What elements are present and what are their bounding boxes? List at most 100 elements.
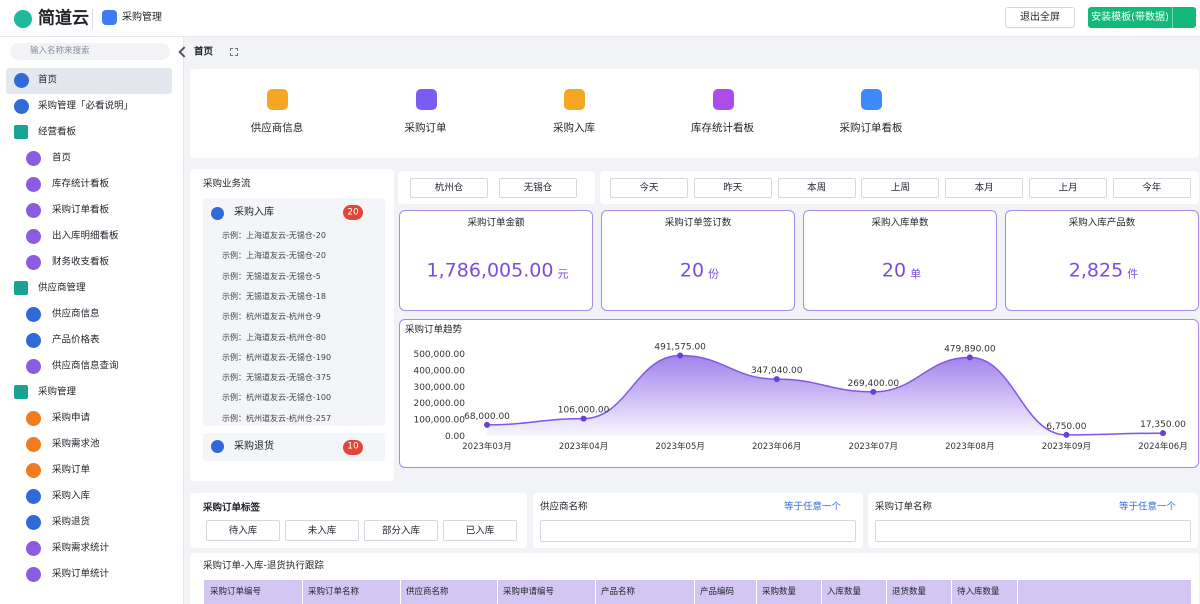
- filter-button[interactable]: [410, 178, 488, 198]
- tag-label[interactable]: 未入库: [307, 525, 337, 537]
- flow-record[interactable]: 示例：杭州道友云-杭州仓-257: [222, 413, 332, 423]
- exit-button[interactable]: [1005, 7, 1075, 28]
- menu-item[interactable]: 采购管理「必看说明」: [38, 100, 134, 112]
- menu-item[interactable]: 采购订单: [52, 464, 91, 476]
- column-divider: [497, 580, 498, 604]
- search-placeholder[interactable]: 输入名称来搜索: [30, 45, 90, 56]
- flow-record[interactable]: 示例：杭州道友云-无锡仓-100: [222, 393, 332, 403]
- flow-step: [203, 198, 385, 426]
- field-operator[interactable]: 等于任意一个: [783, 501, 841, 513]
- column-header[interactable]: 入库数量: [827, 586, 862, 597]
- shortcut-card: [190, 69, 1199, 158]
- step-label[interactable]: 采购入库: [234, 207, 274, 218]
- menu-item[interactable]: 库存统计看板: [52, 178, 110, 190]
- menu-item[interactable]: 出入库明细看板: [52, 230, 119, 242]
- filter-label[interactable]: 本月: [974, 182, 994, 194]
- field-operator[interactable]: 等于任意一个: [1118, 501, 1176, 513]
- column-header[interactable]: 采购申请编号: [503, 586, 555, 597]
- column-header[interactable]: 退货数量: [892, 586, 927, 597]
- filter-label[interactable]: 上月: [1058, 182, 1078, 194]
- filter-button[interactable]: [1029, 178, 1107, 198]
- shortcut-label[interactable]: 供应商信息: [250, 121, 304, 134]
- filter-button[interactable]: [861, 178, 940, 198]
- filter-button[interactable]: [693, 178, 772, 198]
- flow-record[interactable]: 示例：上海道友云-无锡仓-20: [222, 231, 326, 240]
- column-header[interactable]: 产品名称: [601, 586, 636, 597]
- menu-item[interactable]: 首页: [52, 152, 72, 164]
- tag-label[interactable]: 已入库: [465, 525, 495, 537]
- search-box[interactable]: [10, 43, 170, 60]
- tag-button[interactable]: [285, 520, 359, 541]
- step-count: 20: [347, 207, 359, 218]
- filter-button[interactable]: [777, 178, 856, 198]
- filter-button[interactable]: [610, 178, 688, 198]
- filter-label[interactable]: 无锡仓: [523, 182, 553, 194]
- column-header[interactable]: 供应商名称: [406, 586, 449, 597]
- shortcut-label[interactable]: 采购入库: [553, 121, 595, 134]
- filter-label[interactable]: 杭州仓: [434, 182, 464, 194]
- filter-label[interactable]: 本周: [807, 182, 827, 194]
- tag-title: 采购订单标签: [203, 502, 261, 514]
- menu-item[interactable]: 供应商信息查询: [52, 360, 119, 372]
- menu-item[interactable]: 产品价格表: [52, 334, 100, 346]
- flow-record[interactable]: 示例：上海道友云-杭州仓-80: [222, 332, 326, 342]
- column-header[interactable]: 采购订单名称: [308, 586, 360, 597]
- menu-item[interactable]: 采购需求池: [52, 438, 100, 450]
- menu-item[interactable]: 采购入库: [52, 490, 91, 502]
- field-select[interactable]: [540, 520, 856, 542]
- flow-record[interactable]: 示例：无锡道友云-无锡仓-375: [222, 373, 332, 383]
- tag-button[interactable]: [364, 520, 438, 541]
- filter-button[interactable]: [945, 178, 1024, 198]
- icon: [14, 281, 28, 295]
- kpi-card: [601, 210, 795, 311]
- menu-item[interactable]: 采购退货: [52, 516, 91, 528]
- flow-record[interactable]: 示例：无锡道友云-无锡仓-5: [222, 271, 321, 281]
- flow-record[interactable]: 示例：杭州道友云-杭州仓-9: [222, 312, 321, 322]
- period-bar: [600, 171, 1199, 204]
- menu-item[interactable]: 供应商管理: [38, 282, 86, 294]
- icon: [26, 541, 41, 556]
- filter-button[interactable]: [499, 178, 577, 198]
- column-header[interactable]: 采购数量: [762, 586, 797, 597]
- icon: [26, 177, 41, 192]
- flow-record[interactable]: 示例：无锡道友云-无锡仓-18: [222, 291, 326, 301]
- menu-item[interactable]: 采购需求统计: [52, 542, 110, 554]
- filter-label[interactable]: 昨天: [723, 182, 743, 194]
- flow-record[interactable]: 示例：上海道友云-无锡仓-20: [222, 251, 326, 261]
- shortcut-label[interactable]: 采购订单看板: [839, 121, 903, 134]
- filter-label[interactable]: 今天: [639, 182, 659, 194]
- kpi-value: 20: [881, 259, 907, 282]
- column-divider: [886, 580, 887, 604]
- kpi-value: 2,825: [1068, 259, 1124, 282]
- step-label[interactable]: 采购退货: [234, 441, 274, 452]
- shortcut-label[interactable]: 库存统计看板: [691, 121, 754, 134]
- tag-label[interactable]: 部分入库: [381, 525, 421, 537]
- column-header[interactable]: 待入库数量: [957, 586, 1000, 597]
- tag-button[interactable]: [206, 520, 280, 541]
- column-header[interactable]: 采购订单编号: [210, 586, 262, 597]
- tag-label[interactable]: 待入库: [228, 525, 258, 537]
- filter-label[interactable]: 上周: [890, 182, 910, 194]
- kpi-value: 20: [679, 259, 705, 282]
- kpi-card: [803, 210, 997, 311]
- menu-item[interactable]: 首页: [38, 74, 58, 86]
- menu-item[interactable]: 供应商信息: [52, 308, 100, 320]
- menu-item[interactable]: 采购订单统计: [52, 568, 110, 580]
- menu-item[interactable]: 采购申请: [52, 412, 91, 424]
- field-select[interactable]: [875, 520, 1191, 542]
- exit-label[interactable]: 退出全屏: [1020, 12, 1060, 23]
- menu-item[interactable]: 财务收支看板: [52, 256, 110, 268]
- tag-button[interactable]: [443, 520, 517, 541]
- active-row: [6, 68, 172, 94]
- column-header[interactable]: 产品编码: [700, 586, 735, 597]
- menu-item[interactable]: 采购管理: [38, 386, 77, 398]
- flow-record[interactable]: 示例：杭州道友云-无锡仓-190: [222, 352, 332, 362]
- menu-item[interactable]: 采购订单看板: [52, 204, 110, 216]
- install-label[interactable]: 安装模板(带数据): [1091, 12, 1169, 23]
- filter-label[interactable]: 今年: [1142, 182, 1162, 194]
- install-button[interactable]: [1088, 7, 1196, 28]
- shortcut-label[interactable]: 采购订单: [404, 121, 447, 134]
- dropdown-divider: [1172, 7, 1173, 28]
- filter-button[interactable]: [1112, 178, 1191, 198]
- menu-item[interactable]: 经营看板: [38, 126, 77, 138]
